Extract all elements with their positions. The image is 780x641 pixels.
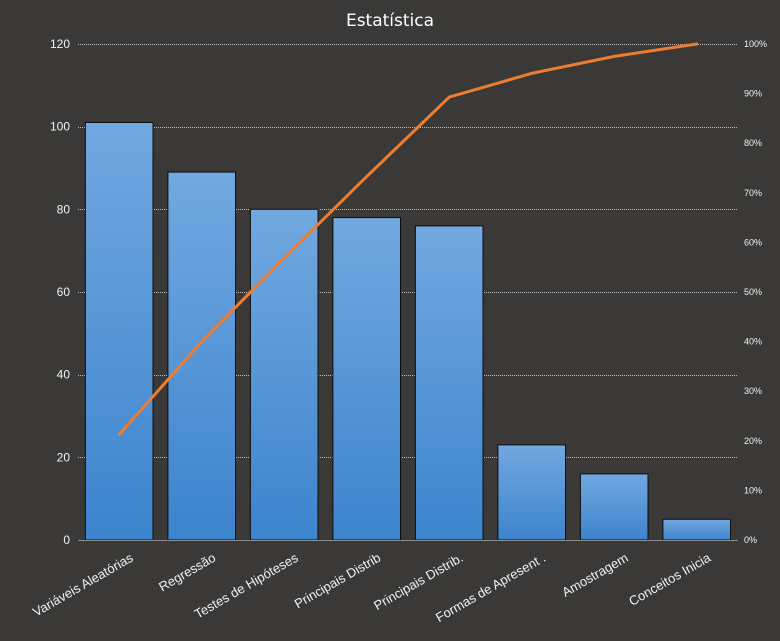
bar (497, 444, 566, 541)
cumulative-line-path (117, 42, 699, 436)
bar (332, 217, 401, 541)
cumulative-line (117, 42, 699, 436)
y-tick-label: 80 (57, 202, 71, 216)
y2-tick-label: 70% (744, 188, 762, 198)
y2-tick-label: 0% (744, 535, 757, 545)
category-label: Regressão (156, 550, 218, 594)
bar (662, 518, 732, 541)
y-tick-label: 100 (50, 120, 70, 134)
y2-tick-label: 50% (744, 287, 762, 297)
y2-tick-label: 30% (744, 386, 762, 396)
y-tick-label: 60 (57, 285, 71, 299)
bar (414, 225, 484, 541)
y2-tick-label: 80% (744, 138, 762, 148)
bar (579, 473, 649, 541)
y-tick-label: 120 (50, 37, 70, 51)
y2-tick-label: 100% (744, 39, 767, 49)
y2-tick-label: 60% (744, 237, 762, 247)
y2-tick-label: 20% (744, 436, 762, 446)
bars (84, 122, 732, 541)
bar (167, 171, 236, 541)
bar (84, 122, 154, 541)
y-tick-label: 40 (57, 368, 71, 382)
y2-tick-label: 10% (744, 485, 762, 495)
tick-labels: 0 20 40 60 80 100 120 0% 10% 20% 30% 40% 50% 60% 70% 80… (50, 37, 767, 547)
category-label: Variáveis Aleatórias (30, 550, 136, 620)
category-label: Amostragem (559, 550, 630, 600)
y2-tick-label: 90% (744, 89, 762, 99)
category-label: Principais Distrib (292, 550, 383, 611)
y-tick-label: 0 (63, 533, 70, 547)
chart-title: Estatística (346, 11, 434, 31)
y2-tick-label: 40% (744, 337, 762, 347)
category-label: Conceitos Inicia (626, 550, 714, 609)
y-tick-label: 20 (57, 450, 71, 464)
